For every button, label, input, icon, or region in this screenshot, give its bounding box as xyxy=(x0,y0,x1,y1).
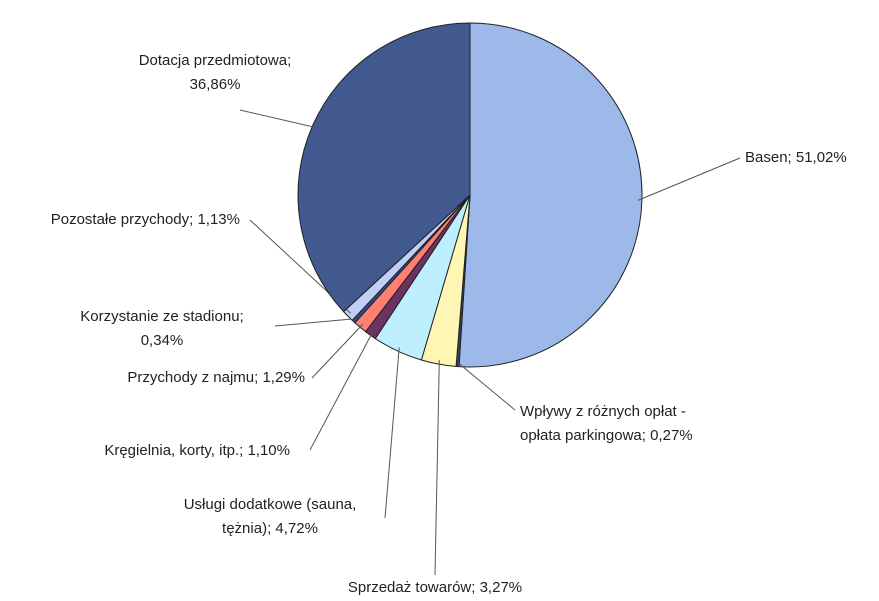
leader-line xyxy=(637,157,741,201)
data-label: Korzystanie ze stadionu; xyxy=(80,308,243,325)
data-label: Pozostałe przychody; 1,13% xyxy=(51,211,240,228)
leader-line xyxy=(309,331,374,451)
data-label: Usługi dodatkowe (sauna, xyxy=(184,496,357,513)
data-label: 36,86% xyxy=(190,76,241,93)
data-label: 0,34% xyxy=(141,332,184,349)
leader-line xyxy=(274,318,357,327)
data-label: Basen; 51,02% xyxy=(745,149,847,166)
data-label: Sprzedaż towarów; 3,27% xyxy=(348,579,522,596)
leader-line xyxy=(434,360,440,576)
leader-line xyxy=(311,323,364,379)
pie-slice xyxy=(297,22,471,313)
data-label: Przychody z najmu; 1,29% xyxy=(127,369,305,386)
data-label: opłata parkingowa; 0,27% xyxy=(520,427,693,444)
pie-slice xyxy=(458,22,643,368)
leader-line xyxy=(384,347,400,519)
leader-line xyxy=(457,362,516,411)
data-label: Wpływy z różnych opłat - xyxy=(520,403,686,420)
leader-line xyxy=(239,109,317,129)
data-label: Dotacja przedmiotowa; xyxy=(139,52,292,69)
data-label: Kręgielnia, korty, itp.; 1,10% xyxy=(104,442,290,459)
data-label: tężnia); 4,72% xyxy=(222,520,318,537)
